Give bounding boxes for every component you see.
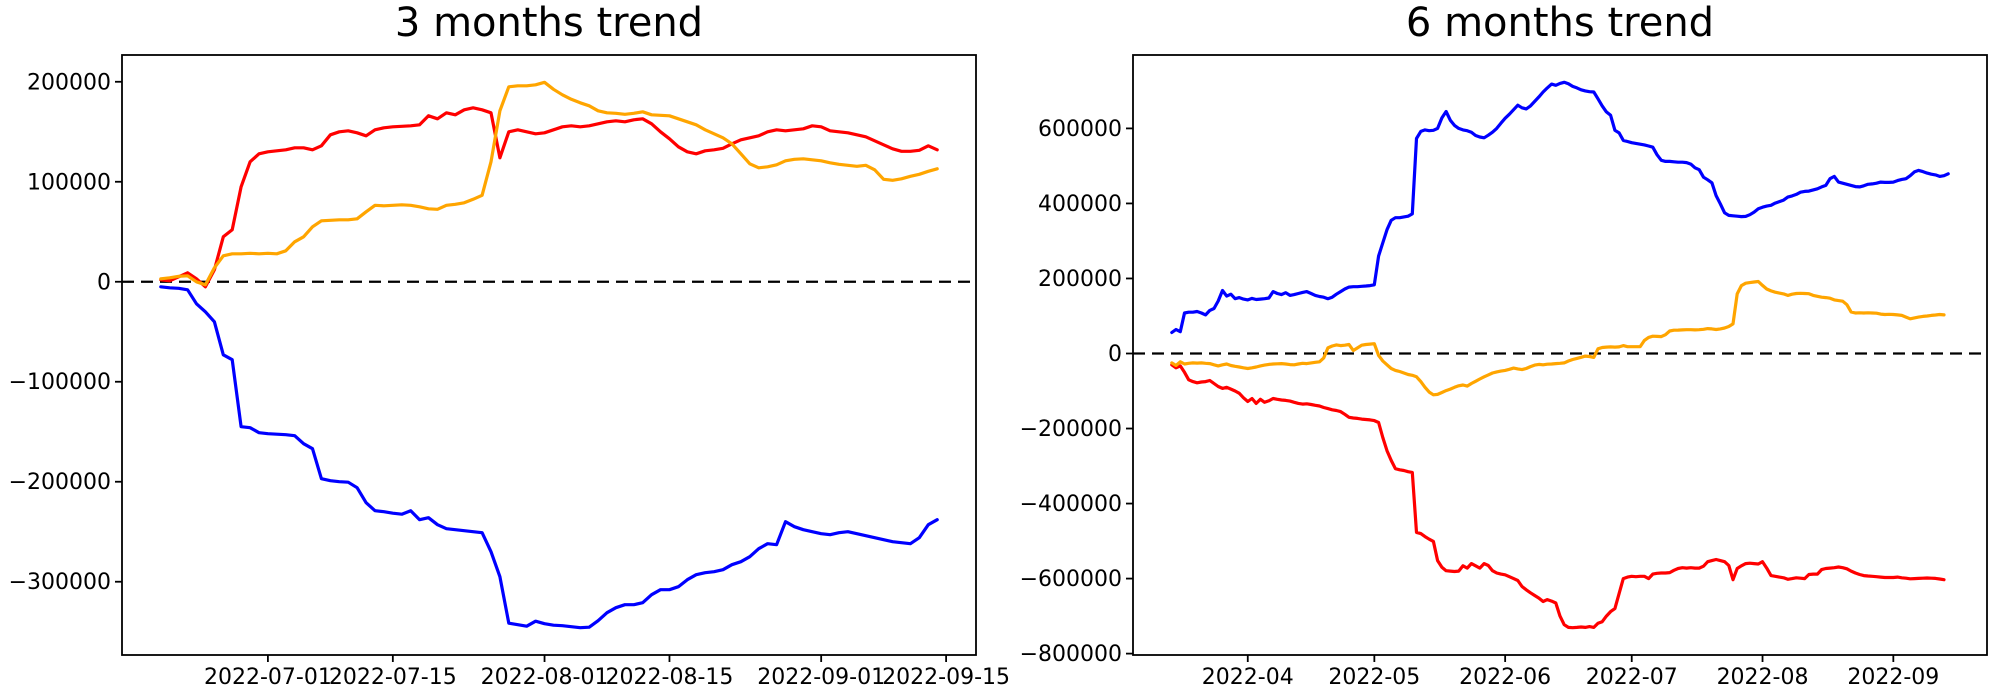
x-tick-label: 2022-08-15: [606, 665, 734, 690]
y-tick-label: 400000: [1038, 192, 1122, 217]
series-line-blue: [1170, 80, 1950, 335]
y-tick-label: −300000: [9, 570, 111, 595]
x-tick-label: 2022-07-15: [329, 665, 457, 690]
x-tick-label: 2022-07: [1586, 665, 1678, 690]
plot-title-3-months: 3 months trend: [394, 0, 704, 46]
y-tick-label: −400000: [1020, 492, 1122, 517]
x-tick-label: 2022-08-01: [481, 665, 609, 690]
series-line-red: [1170, 363, 1946, 630]
y-tick-label: 100000: [27, 170, 111, 195]
plot-6-months-trend: 2022-04 2022-05 2022-06 2022-07 2022-08 2022-…: [1020, 54, 1988, 690]
x-tick-label: 2022-09-15: [882, 665, 1010, 690]
series-line-orange: [159, 80, 939, 287]
y-tick-label: 200000: [27, 70, 111, 95]
series-line-red: [159, 106, 939, 289]
y-tick-label: 0: [1108, 342, 1122, 367]
y-tick-label: −600000: [1020, 567, 1122, 592]
series-line-blue: [159, 285, 939, 630]
y-tick-label: −200000: [9, 470, 111, 495]
y-tick-label: −800000: [1020, 642, 1122, 667]
series-line-orange: [1170, 279, 1946, 397]
y-tick-label: 0: [97, 270, 111, 295]
x-tick-label: 2022-09: [1847, 665, 1939, 690]
y-tick-label: −200000: [1020, 417, 1122, 442]
plot-title-6-months: 6 months trend: [1405, 0, 1715, 46]
axes-frame: [121, 54, 977, 656]
y-tick-label: 200000: [1038, 267, 1122, 292]
x-tick-label: 2022-08: [1717, 665, 1809, 690]
x-tick-label: 2022-07-01: [204, 665, 332, 690]
x-tick-label: 2022-05: [1328, 665, 1420, 690]
y-tick-label: −100000: [9, 370, 111, 395]
x-tick-label: 2022-04: [1202, 665, 1294, 690]
x-tick-label: 2022-09-01: [757, 665, 885, 690]
axes-frame: [1132, 54, 1988, 656]
x-tick-label: 2022-06: [1459, 665, 1551, 690]
y-tick-label: 600000: [1038, 117, 1122, 142]
